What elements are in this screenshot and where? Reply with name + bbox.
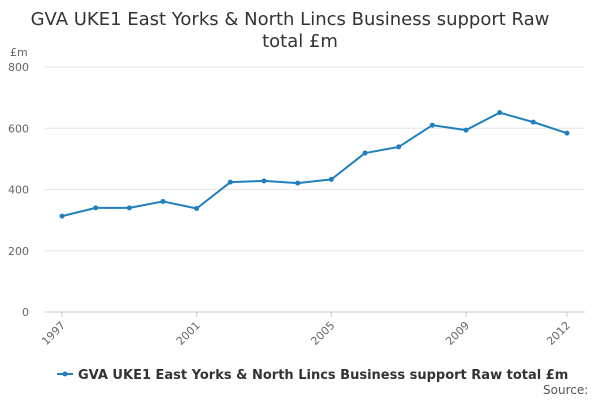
data-point[interactable]: [261, 178, 267, 184]
series-layer: [59, 110, 570, 219]
data-point[interactable]: [530, 119, 536, 125]
x-tick-label: 2005: [308, 319, 337, 348]
x-tick-label: 1997: [39, 319, 68, 348]
data-point[interactable]: [93, 205, 99, 211]
chart-title-line-1: GVA UKE1 East Yorks & North Lincs Busine…: [31, 9, 550, 30]
source-label: Source:: [543, 383, 588, 397]
chart-title-line-2: total £m: [262, 31, 338, 52]
data-point[interactable]: [328, 176, 334, 182]
x-axis-ticks: 1997 2001 2005 2009 2012: [39, 312, 573, 348]
legend-label: GVA UKE1 East Yorks & North Lincs Busine…: [78, 368, 568, 383]
data-point[interactable]: [160, 198, 166, 204]
x-tick-label: 2012: [544, 319, 573, 348]
data-point[interactable]: [429, 122, 435, 128]
data-point[interactable]: [59, 213, 65, 219]
data-point[interactable]: [497, 110, 503, 116]
gridlines: [45, 66, 585, 313]
legend[interactable]: GVA UKE1 East Yorks & North Lincs Busine…: [57, 368, 568, 383]
y-tick-label: 0: [22, 306, 29, 319]
data-point[interactable]: [194, 205, 200, 211]
data-point[interactable]: [396, 144, 402, 150]
data-point[interactable]: [227, 179, 233, 185]
y-tick-label: 400: [8, 184, 29, 197]
y-tick-label: 800: [8, 61, 29, 74]
y-axis-ticks: 0 200 400 600 800: [8, 61, 29, 319]
data-point[interactable]: [126, 205, 132, 211]
data-point[interactable]: [463, 127, 469, 133]
x-tick-label: 2001: [174, 319, 203, 348]
data-point[interactable]: [295, 180, 301, 186]
legend-marker: [62, 371, 68, 377]
y-tick-label: 600: [8, 122, 29, 135]
y-tick-label: 200: [8, 245, 29, 258]
x-tick-label: 2009: [443, 319, 472, 348]
y-axis-unit-label: £m: [10, 46, 28, 59]
series-line: [61, 111, 568, 218]
data-point[interactable]: [362, 150, 368, 156]
data-point[interactable]: [564, 130, 570, 136]
